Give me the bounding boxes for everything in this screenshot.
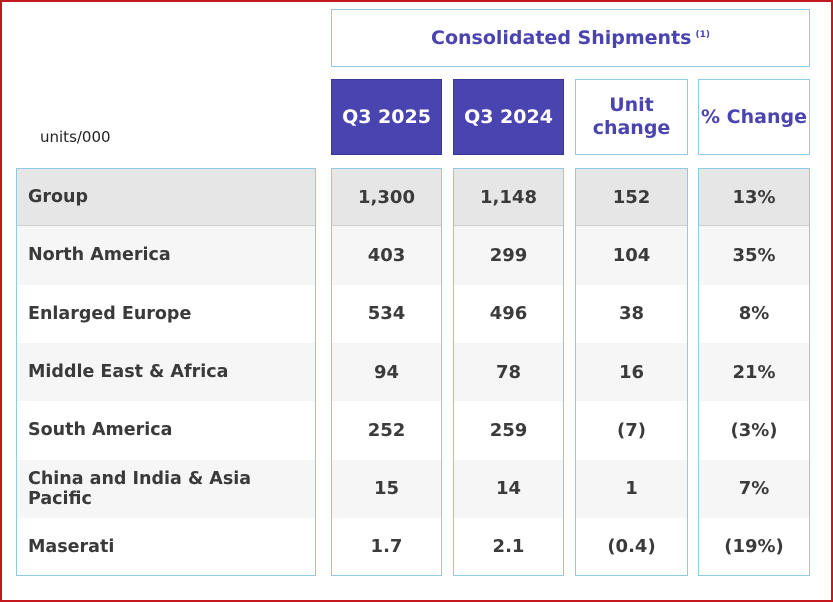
- row-background: [16, 168, 316, 227]
- row-background: [575, 226, 688, 285]
- row-background: [16, 226, 316, 285]
- cell-q3-2025: 1.7: [370, 536, 403, 558]
- row-label: Maserati: [28, 536, 115, 557]
- cell-q3-2024: 1,148: [480, 186, 537, 208]
- row-background: [453, 284, 564, 343]
- row-label: Group: [28, 187, 89, 208]
- column-outline: [453, 168, 564, 577]
- row-background: [698, 517, 810, 577]
- row-label: South America: [28, 420, 173, 441]
- consolidated-shipments-header: Consolidated Shipments (1): [331, 9, 810, 67]
- row-background: [453, 226, 564, 285]
- column-outline: [16, 168, 316, 577]
- cell-pct-change: (3%): [730, 419, 778, 441]
- row-background: [575, 517, 688, 577]
- row-label: North America: [28, 245, 171, 266]
- column-outline: [698, 168, 810, 577]
- column-outline: [331, 168, 442, 577]
- cell-unit-change: 104: [612, 244, 651, 266]
- row-background: [16, 517, 316, 577]
- column-header-q3-2025: Q3 2025: [331, 79, 442, 155]
- cell-q3-2025: 403: [367, 244, 406, 266]
- cell-q3-2024: 496: [489, 303, 528, 325]
- cell-q3-2025: 534: [367, 303, 406, 325]
- row-background: [16, 284, 316, 343]
- cell-q3-2025: 94: [373, 361, 400, 383]
- cell-unit-change: 16: [618, 361, 645, 383]
- cell-unit-change: 38: [618, 303, 645, 325]
- column-header-pct-change: % Change: [698, 79, 810, 155]
- row-background: [331, 401, 442, 460]
- cell-q3-2024: 259: [489, 419, 528, 441]
- row-background: [698, 401, 810, 460]
- row-background: [453, 168, 564, 227]
- row-background: [331, 284, 442, 343]
- footnote-marker: (1): [695, 30, 710, 40]
- row-background: [698, 342, 810, 402]
- column-outline: [575, 168, 688, 577]
- row-label: Middle East & Africa: [28, 362, 229, 383]
- cell-q3-2024: 2.1: [492, 536, 525, 558]
- cell-q3-2025: 1,300: [358, 186, 415, 208]
- cell-unit-change: (7): [617, 419, 646, 441]
- row-background: [16, 342, 316, 402]
- row-background: [575, 401, 688, 460]
- row-background: [575, 284, 688, 343]
- cell-q3-2024: 14: [495, 478, 522, 500]
- cell-unit-change: (0.4): [607, 536, 656, 558]
- row-background: [698, 226, 810, 285]
- row-background: [16, 459, 316, 518]
- row-background: [331, 342, 442, 402]
- row-background: [331, 168, 442, 227]
- cell-pct-change: (19%): [724, 536, 784, 558]
- row-label: China and India & Asia Pacific: [28, 468, 252, 509]
- cell-q3-2025: 252: [367, 419, 406, 441]
- cell-pct-change: 7%: [738, 478, 770, 500]
- units-label: units/000: [40, 128, 111, 146]
- row-background: [453, 459, 564, 518]
- cell-unit-change: 1: [625, 478, 638, 500]
- row-background: [698, 168, 810, 227]
- cell-q3-2024: 78: [495, 361, 522, 383]
- table-title: Consolidated Shipments: [431, 27, 692, 49]
- cell-pct-change: 35%: [732, 244, 776, 266]
- row-background: [331, 226, 442, 285]
- cell-q3-2025: 15: [373, 478, 400, 500]
- cell-unit-change: 152: [612, 186, 651, 208]
- row-background: [453, 342, 564, 402]
- row-background: [575, 342, 688, 402]
- row-label: Enlarged Europe: [28, 303, 192, 324]
- cell-q3-2024: 299: [489, 244, 528, 266]
- row-background: [331, 459, 442, 518]
- row-background: [698, 459, 810, 518]
- row-background: [698, 284, 810, 343]
- column-header-unit-change: Unit change: [575, 79, 688, 155]
- row-background: [575, 459, 688, 518]
- cell-pct-change: 13%: [732, 186, 776, 208]
- cell-pct-change: 8%: [738, 303, 770, 325]
- cell-pct-change: 21%: [732, 361, 776, 383]
- row-background: [453, 517, 564, 577]
- row-background: [575, 168, 688, 227]
- row-background: [331, 517, 442, 577]
- row-background: [16, 401, 316, 460]
- column-header-q3-2024: Q3 2024: [453, 79, 564, 155]
- row-background: [453, 401, 564, 460]
